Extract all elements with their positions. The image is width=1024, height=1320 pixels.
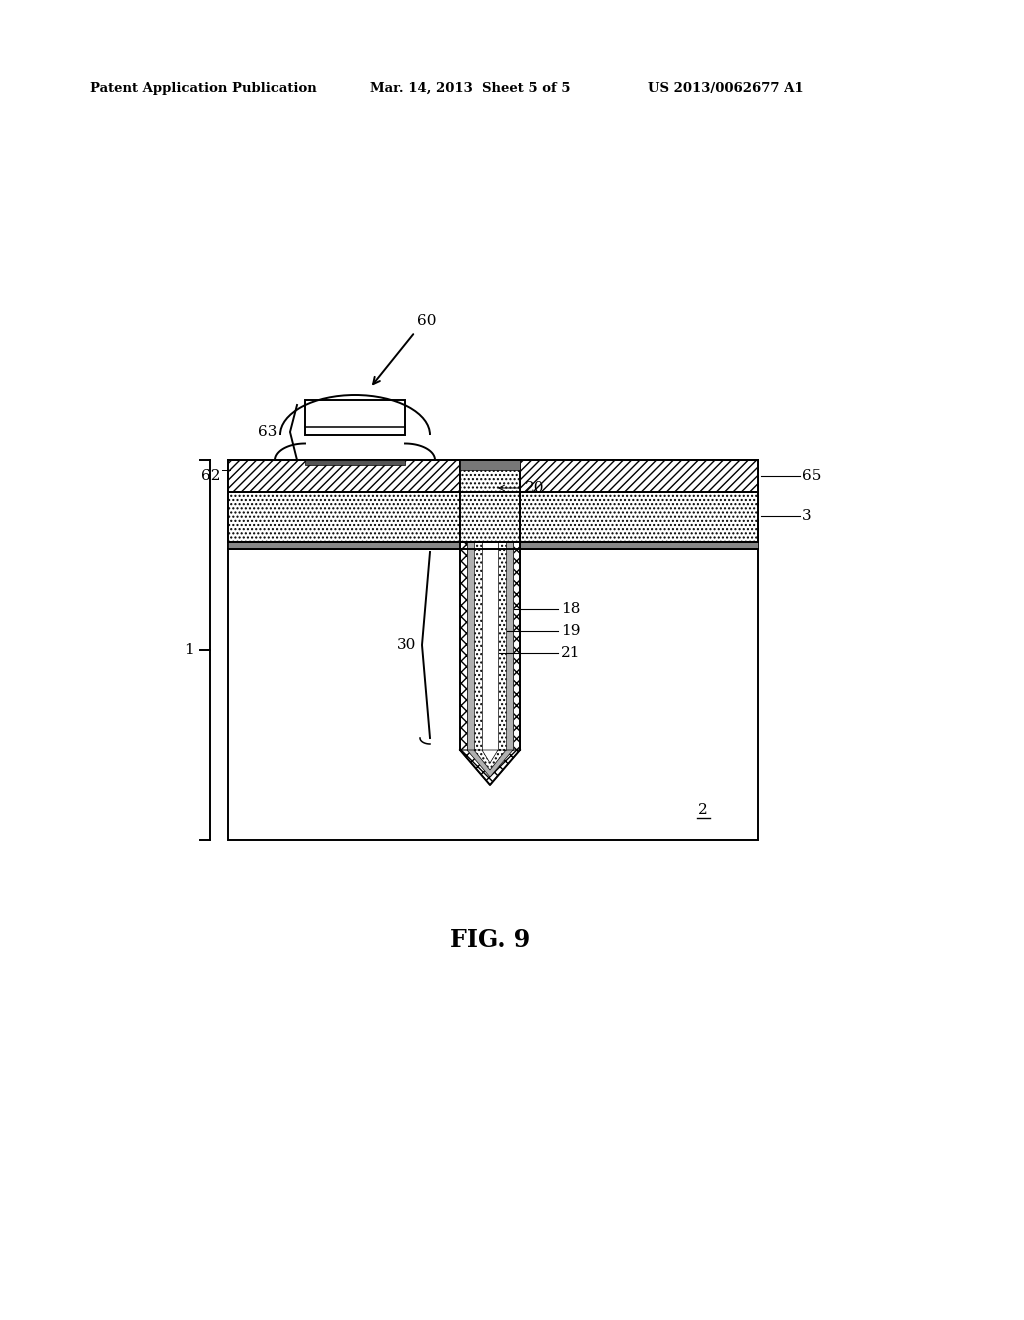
Text: Mar. 14, 2013  Sheet 5 of 5: Mar. 14, 2013 Sheet 5 of 5 [370,82,570,95]
Polygon shape [467,750,513,777]
Text: 65: 65 [802,469,821,483]
Text: 60: 60 [417,314,436,327]
Bar [498,459,506,750]
Polygon shape [460,750,520,785]
Text: Patent Application Publication: Patent Application Publication [90,82,316,95]
Polygon shape [482,750,498,763]
Bar [228,459,758,840]
Text: 30: 30 [396,638,416,652]
Text: 21: 21 [561,645,581,660]
Polygon shape [474,750,506,770]
Text: US 2013/0062677 A1: US 2013/0062677 A1 [648,82,804,95]
Bar [305,459,406,465]
Text: 19: 19 [561,624,581,638]
Text: 63: 63 [258,425,278,440]
Bar [228,543,758,549]
Bar [228,492,758,543]
Text: 20: 20 [525,480,545,495]
Bar [228,459,758,492]
Bar [460,459,467,750]
Text: 62: 62 [201,469,220,483]
Bar [482,459,498,750]
Bar [460,459,520,470]
Text: FIG. 9: FIG. 9 [450,928,530,952]
Text: 3: 3 [802,510,812,523]
Bar [513,459,520,750]
Bar [467,459,474,750]
Text: 1: 1 [184,643,194,657]
Text: 2: 2 [698,803,708,817]
Bar [474,459,482,750]
Text: 18: 18 [561,602,581,616]
Bar [460,459,520,543]
Bar [305,400,406,436]
Bar [506,459,513,750]
